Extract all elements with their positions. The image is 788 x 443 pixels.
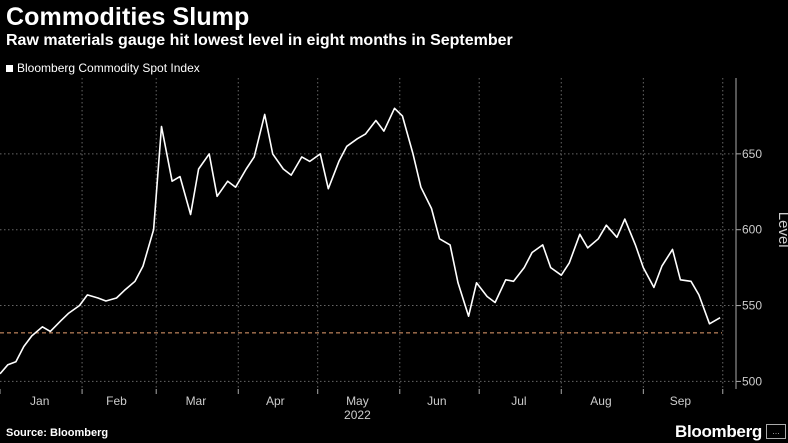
- x-tick-label: Mar: [186, 394, 207, 408]
- y-tick-label: 500: [742, 374, 762, 388]
- brand-logo: Bloomberg: [674, 422, 762, 441]
- source-note: Source: Bloomberg: [6, 427, 109, 439]
- legend-swatch: [6, 64, 13, 72]
- y-tick-label: 600: [742, 223, 762, 237]
- x-year-label: 2022: [344, 408, 371, 422]
- brand-badge-icon: …: [766, 424, 786, 439]
- x-tick-label: Jan: [30, 394, 49, 408]
- y-axis-label: Level: [775, 212, 788, 248]
- legend-label: Bloomberg Commodity Spot Index: [17, 61, 200, 75]
- chart-title: Commodities Slump: [6, 3, 250, 31]
- legend: Bloomberg Commodity Spot Index: [6, 61, 200, 75]
- x-tick-label: Jun: [427, 394, 446, 408]
- y-tick-label: 550: [742, 299, 762, 313]
- x-tick-label: Feb: [106, 394, 127, 408]
- series-line: [0, 107, 721, 375]
- x-tick-label: Sep: [670, 394, 692, 408]
- x-tick-label: Aug: [590, 394, 611, 408]
- x-tick-label: Apr: [266, 394, 285, 408]
- x-tick-label: May: [346, 394, 369, 408]
- y-tick-label: 650: [742, 147, 762, 161]
- chart-subtitle: Raw materials gauge hit lowest level in …: [6, 32, 513, 49]
- x-tick-label: Jul: [511, 394, 526, 408]
